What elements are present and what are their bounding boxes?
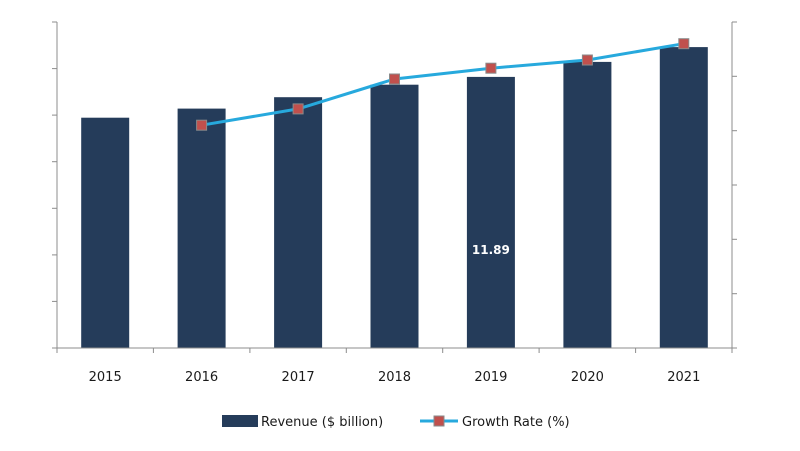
bar-2019 bbox=[466, 76, 515, 349]
x-tick-label-2016: 2016 bbox=[185, 370, 218, 385]
x-tick-label-2020: 2020 bbox=[571, 370, 604, 385]
data-label-2019: 11.89 bbox=[472, 243, 510, 257]
bar-2020 bbox=[563, 61, 612, 349]
x-tick-label-2019: 2019 bbox=[474, 370, 507, 385]
bar-2017 bbox=[274, 97, 323, 348]
labels-layer: 11.89 bbox=[472, 243, 510, 257]
x-tick-label-2018: 2018 bbox=[378, 370, 411, 385]
growth-rate-point-2017 bbox=[292, 103, 304, 115]
growth-rate-point-2021 bbox=[678, 38, 690, 50]
x-tick-label-2017: 2017 bbox=[282, 370, 315, 385]
growth-rate-point-2016 bbox=[196, 119, 208, 131]
bars-layer bbox=[81, 47, 708, 349]
growth-rate-point-2018 bbox=[389, 73, 400, 85]
growth-rate-line bbox=[200, 42, 686, 127]
legend-label-growth-rate: Growth Rate (%) bbox=[462, 415, 570, 430]
legend-swatch-growth-marker bbox=[433, 415, 445, 427]
bar-2018 bbox=[370, 84, 419, 348]
bar-2016 bbox=[177, 108, 226, 348]
x-tick-label-2015: 2015 bbox=[89, 370, 122, 385]
legend-swatch-revenue bbox=[222, 415, 258, 427]
growth-rate-point-2019 bbox=[485, 62, 497, 74]
line-layer bbox=[196, 38, 690, 131]
axes-layer: 2015 2016 2017 2018 2019 2020 2021 bbox=[52, 21, 737, 385]
legend-label-revenue: Revenue ($ billion) bbox=[261, 415, 383, 430]
growth-rate-point-2020 bbox=[581, 54, 593, 66]
x-tick-label-2021: 2021 bbox=[667, 370, 700, 385]
bar-2021 bbox=[659, 47, 708, 348]
legend: Revenue ($ billion) Growth Rate (%) bbox=[222, 415, 570, 430]
bar-2015 bbox=[81, 117, 130, 348]
